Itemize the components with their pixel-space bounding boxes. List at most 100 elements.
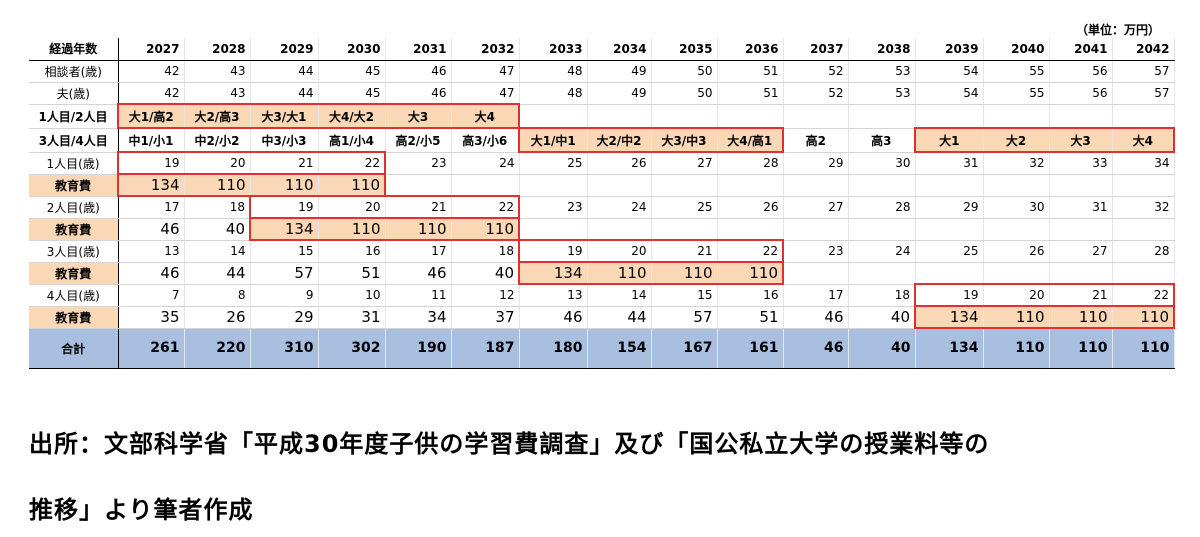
table-cell: 31 [318, 306, 386, 329]
table-cell: 20 [318, 195, 386, 219]
table-cell: 110 [318, 173, 386, 197]
table-cell: 大4/大2 [318, 103, 386, 129]
table-cell: 44 [250, 60, 319, 83]
total-cell: 40 [848, 327, 916, 369]
table-cell [519, 104, 588, 129]
table-cell: 110 [717, 261, 784, 285]
table-cell [983, 104, 1050, 129]
row-label-cell: 3人目/4人目 [29, 128, 119, 153]
table-cell: 110 [587, 261, 652, 285]
table-cell: 19 [249, 195, 319, 219]
table-cell: 29 [783, 152, 849, 175]
table-cell: 13 [519, 284, 588, 307]
table-cell [1049, 174, 1113, 197]
table-cell [783, 104, 849, 129]
header-row: 経過年数 2027 2028 2029 2030 2031 2032 2033 2034 2035… [29, 38, 1175, 61]
table-cell: 大2 [983, 127, 1050, 153]
table-row-exp: 教育費 35 26 29 31 34 37 46 44 57 51 46 40 134 110 110 110 [29, 305, 1175, 329]
table-row-grade: 3人目/4人目 中1/小1 中2/小2 中3/小3 高1/小4 高2/小5 高3/小6 大1/… [29, 127, 1175, 153]
table-cell: 22 [451, 195, 520, 219]
table-row-exp: 教育費 134 110 110 110 [29, 173, 1175, 197]
total-cell: 154 [587, 327, 652, 369]
table-row-exp: 教育費 46 40 134 110 110 110 [29, 217, 1175, 241]
total-cell: 187 [451, 327, 520, 369]
table-cell: 13 [118, 240, 185, 263]
table-cell: 28 [717, 152, 784, 175]
row-label-cell: 2人目(歳) [29, 196, 119, 219]
table-cell: 57 [1112, 60, 1175, 83]
table-cell: 45 [318, 82, 386, 105]
table-cell: 29 [250, 306, 319, 329]
row-label-cell: 1人目(歳) [29, 152, 119, 175]
table-cell: 22 [1112, 283, 1175, 307]
table-cell: 26 [717, 196, 784, 219]
total-cell: 190 [385, 327, 452, 369]
table-cell: 24 [587, 196, 652, 219]
table-cell [915, 218, 984, 241]
row-label-cell: 夫(歳) [29, 82, 119, 105]
table-cell: 30 [848, 152, 916, 175]
table-cell: 28 [1112, 240, 1175, 263]
table-cell: 110 [184, 173, 251, 197]
table-row-age: 1人目(歳) 19 20 21 22 23 24 25 26 27 28 29 30 31 32 33 34 [29, 151, 1175, 175]
table-cell: 高2 [783, 128, 849, 153]
table-cell [848, 104, 916, 129]
table-cell: 16 [717, 284, 784, 307]
table-cell: 大4 [1112, 127, 1175, 153]
table-cell: 大3/中3 [651, 127, 718, 153]
table-cell: 54 [915, 82, 984, 105]
table-cell: 30 [983, 196, 1050, 219]
table-cell: 20 [184, 151, 251, 175]
table-cell: 51 [717, 60, 784, 83]
table-cell: 31 [915, 152, 984, 175]
header-year-cell: 2038 [848, 38, 916, 61]
table-cell: 110 [451, 217, 520, 241]
table-cell: 48 [519, 60, 588, 83]
table-cell: 57 [250, 262, 319, 285]
row-label-cell: 教育費 [29, 306, 119, 329]
table-cell: 110 [250, 173, 319, 197]
table-cell: 40 [848, 306, 916, 329]
table-cell: 43 [184, 60, 251, 83]
table-cell: 21 [385, 195, 452, 219]
header-year-cell: 2032 [451, 38, 520, 61]
table-cell: 57 [1112, 82, 1175, 105]
table-cell [587, 104, 652, 129]
table-cell: 21 [250, 151, 319, 175]
table-cell: 40 [184, 218, 251, 241]
table-cell: 110 [318, 217, 386, 241]
table-cell: 17 [385, 240, 452, 263]
table-cell [519, 174, 588, 197]
table-cell: 23 [783, 240, 849, 263]
table-cell: 134 [518, 261, 588, 285]
row-label-cell: 教育費 [29, 218, 119, 241]
total-cell: 134 [915, 327, 984, 369]
table-cell: 21 [1049, 283, 1113, 307]
table-cell: 7 [118, 284, 185, 307]
table-cell: 50 [651, 82, 718, 105]
table-cell: 14 [587, 284, 652, 307]
table-cell: 110 [1049, 305, 1113, 329]
table-cell [783, 174, 849, 197]
total-cell: 110 [1049, 327, 1113, 369]
total-cell: 310 [250, 327, 319, 369]
table-cell: 12 [451, 284, 520, 307]
table-cell: 15 [651, 284, 718, 307]
table-cell: 52 [783, 60, 849, 83]
table-cell: 27 [1049, 240, 1113, 263]
table-cell: 53 [848, 60, 916, 83]
source-note-line1: 出所：文部科学省「平成30年度子供の学習費調査」及び「国公私立大学の授業料等の [29, 430, 990, 458]
table-cell: 11 [385, 284, 452, 307]
table-cell: 高2/小5 [385, 128, 452, 153]
table-row-age: 夫(歳) 42 43 44 45 46 47 48 49 50 51 52 53 54 55 56 57 [29, 82, 1175, 105]
table-cell: 47 [451, 60, 520, 83]
table-cell: 26 [983, 240, 1050, 263]
table-cell: 34 [1112, 152, 1175, 175]
table-cell: 56 [1049, 82, 1113, 105]
table-cell: 19 [117, 151, 185, 175]
header-year-cell: 2035 [651, 38, 718, 61]
row-label-cell: 3人目(歳) [29, 240, 119, 263]
table-cell: 大1/中1 [518, 127, 588, 153]
row-label-cell: 教育費 [29, 262, 119, 285]
table-cell: 18 [451, 240, 520, 263]
